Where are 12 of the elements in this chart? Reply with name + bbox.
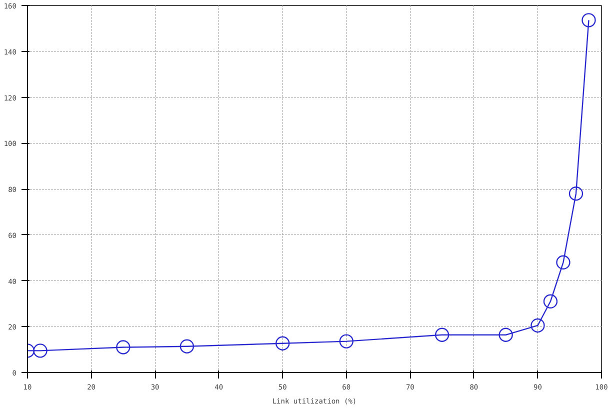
point — [116, 340, 130, 354]
point — [582, 13, 596, 28]
point — [33, 344, 48, 358]
point — [434, 328, 450, 342]
point — [339, 334, 354, 348]
point — [568, 186, 584, 201]
point — [180, 339, 194, 354]
point — [530, 318, 545, 333]
point — [276, 336, 290, 350]
point — [543, 294, 558, 308]
point — [556, 255, 570, 270]
point — [498, 328, 513, 342]
